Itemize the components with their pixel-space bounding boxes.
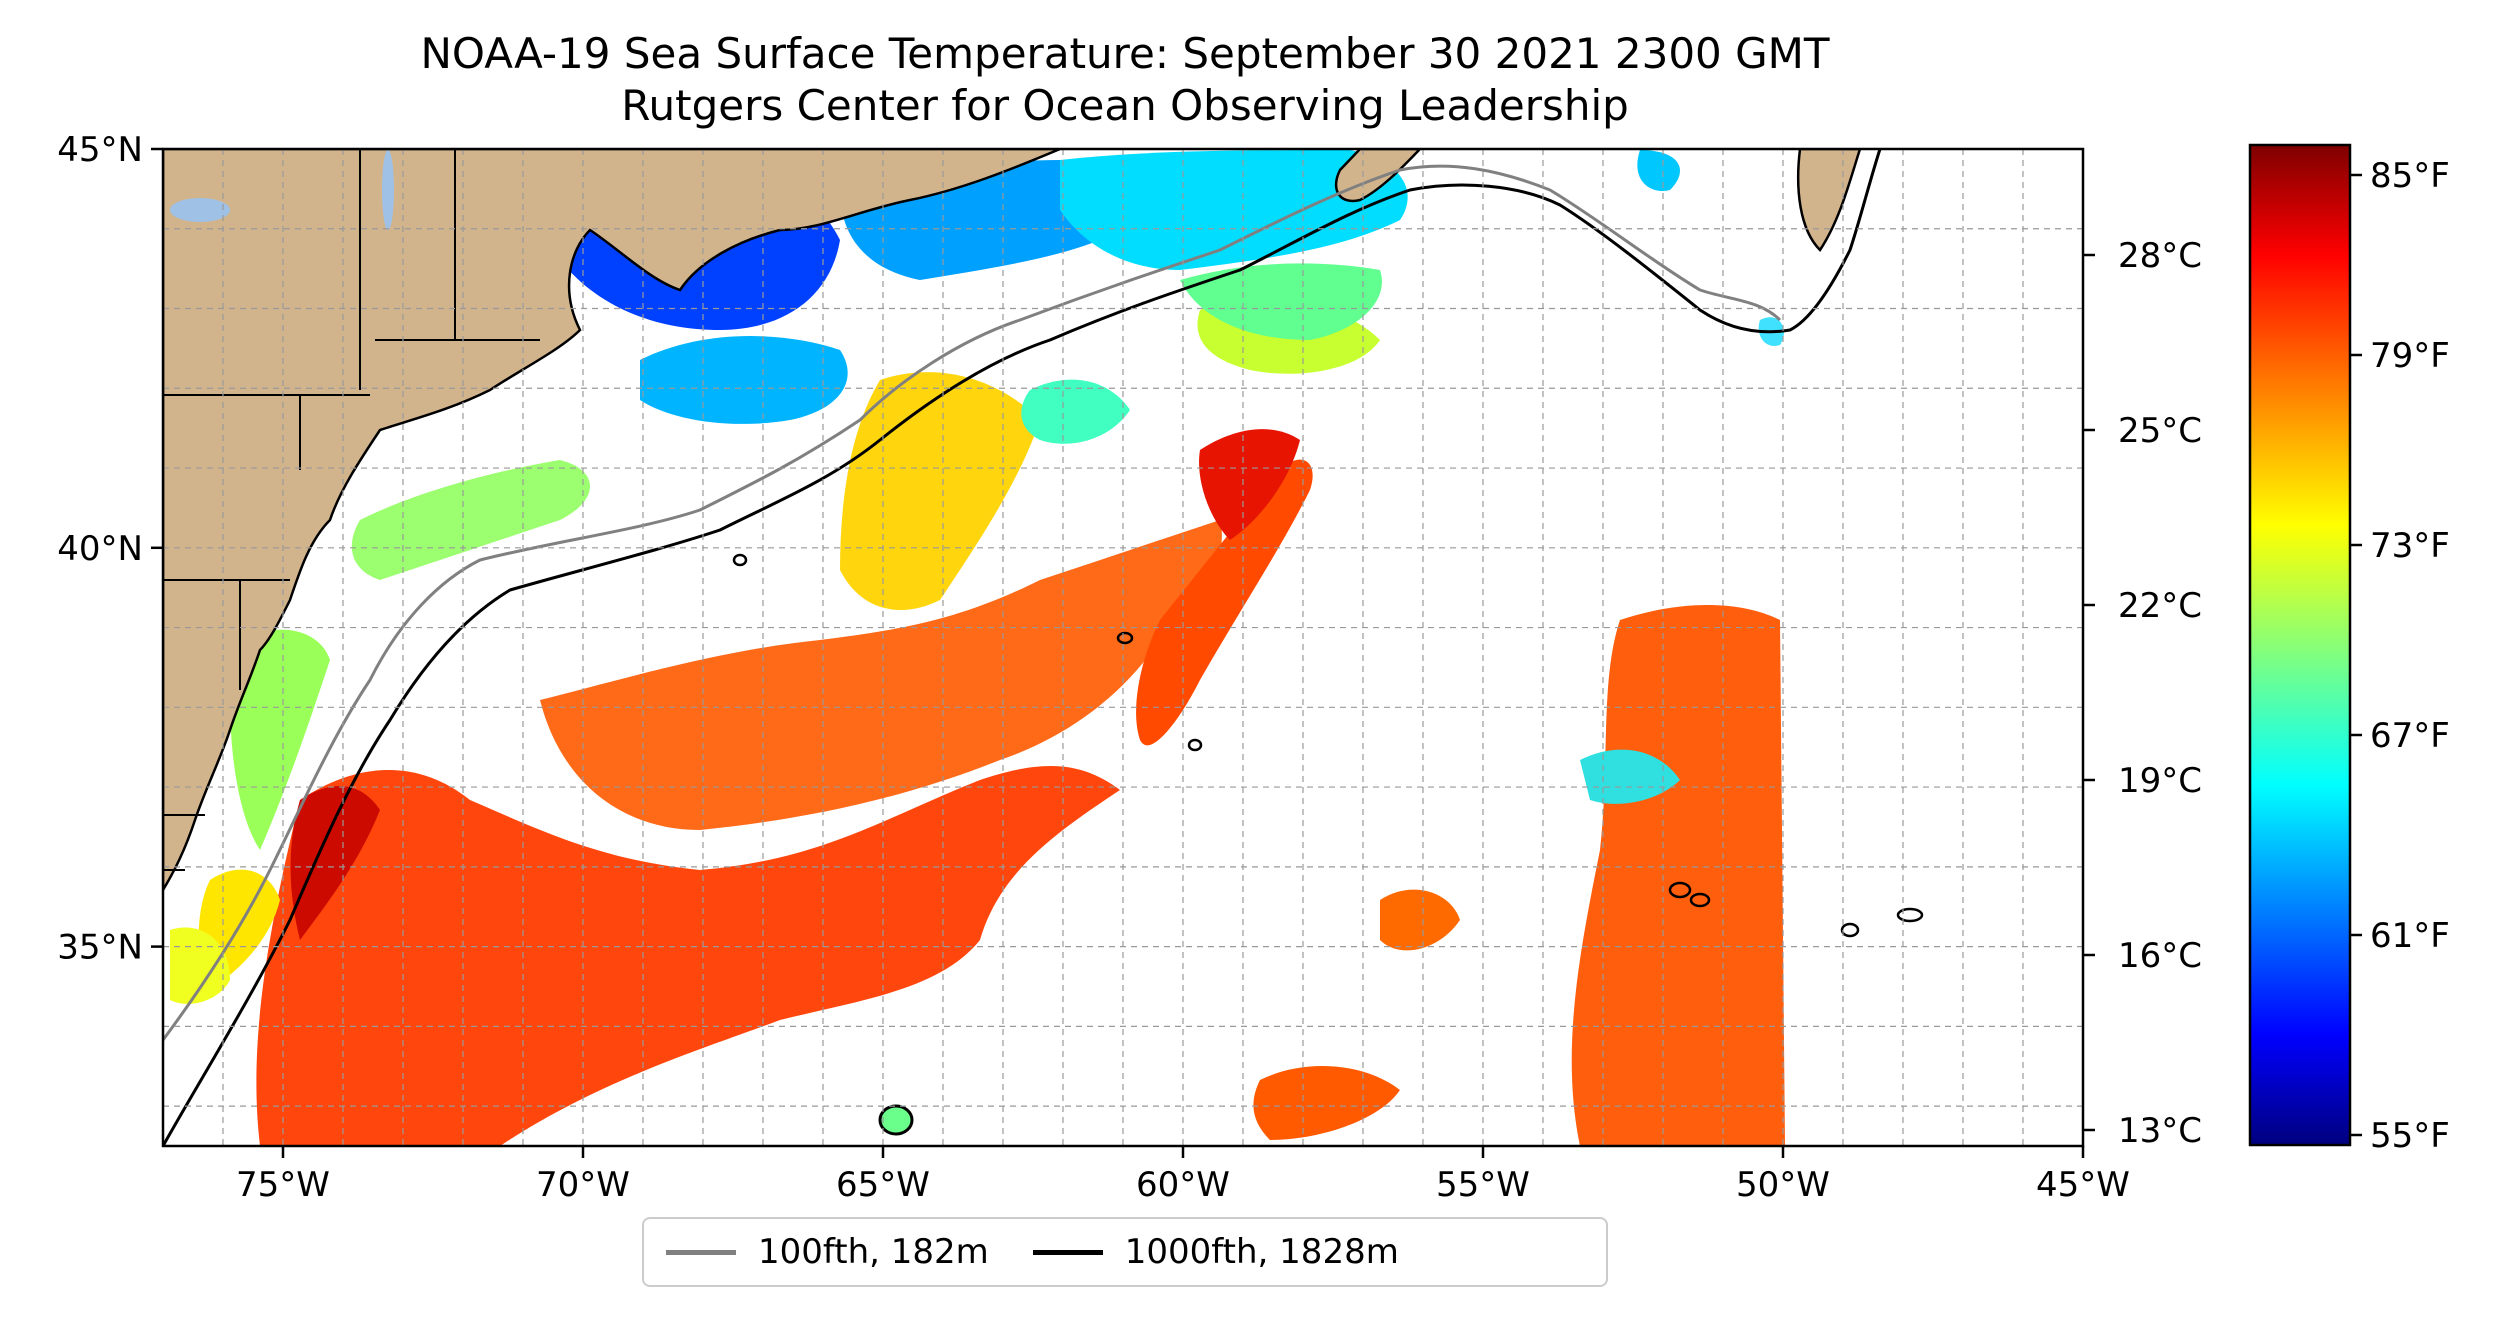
sst-green-coastal	[230, 629, 330, 850]
sst-cyan-far-ne	[1637, 150, 1680, 191]
x-tick-label: 60°W	[1136, 1165, 1230, 1205]
x-tick-label: 45°W	[2036, 1165, 2130, 1205]
colorbar-celsius-ticks: 28°C 25°C 22°C 19°C 16°C 13°C	[2083, 236, 2202, 1151]
cbar-f-label: 67°F	[2370, 716, 2450, 756]
land-newfoundland	[1796, 149, 1862, 252]
map-frame	[161, 147, 2085, 1148]
cbar-f-label: 79°F	[2370, 336, 2450, 376]
y-tick-label: 45°N	[57, 130, 143, 170]
x-tick-label: 65°W	[836, 1165, 930, 1205]
title-line-2: Rutgers Center for Ocean Observing Leade…	[621, 81, 1629, 130]
cbar-f-label: 85°F	[2370, 156, 2450, 196]
state-boundaries	[163, 149, 540, 871]
contour-seamount-6	[1187, 738, 1203, 752]
cbar-c-label: 25°C	[2118, 411, 2202, 451]
land-nova-scotia	[1334, 149, 1422, 203]
lake-ontario-edge	[170, 198, 230, 222]
cbar-f-label: 61°F	[2370, 916, 2450, 956]
colorbar-gradient	[2248, 143, 2352, 1147]
legend: 100fth, 182m 1000fth, 1828m	[642, 1217, 1608, 1287]
cbar-c-label: 16°C	[2118, 936, 2202, 976]
sst-imagery	[170, 150, 1785, 1146]
y-tick-label: 40°N	[57, 529, 143, 569]
colorbar-fahrenheit-ticks: 85°F 79°F 73°F 67°F 61°F 55°F	[2350, 156, 2450, 1156]
contour-bermuda	[878, 1104, 914, 1136]
contour-seamount-1	[1668, 881, 1692, 899]
title-line-1: NOAA-19 Sea Surface Temperature: Septemb…	[420, 29, 1830, 78]
cbar-f-label: 55°F	[2370, 1116, 2450, 1156]
x-tick-label: 50°W	[1736, 1165, 1830, 1205]
legend-label-1000fth: 1000fth, 1828m	[1124, 1232, 1399, 1272]
contour-100fth	[163, 164, 1782, 1041]
map-ticks: 75°W 70°W 65°W 60°W 55°W 50°W 45°W 45°N 40°N 35°N	[57, 130, 2130, 1205]
x-tick-label: 70°W	[536, 1165, 630, 1205]
sst-warm-gulf-stream	[256, 766, 1120, 1146]
x-tick-label: 55°W	[1436, 1165, 1530, 1205]
sst-warm-streaks	[1136, 459, 1313, 746]
sst-cyan-georges	[640, 336, 848, 424]
lake-champlain	[382, 150, 394, 230]
legend-item-1000fth: 1000fth, 1828m	[1032, 1232, 1399, 1272]
sst-warm-scatter-mid	[1380, 889, 1460, 951]
x-tick-label: 75°W	[236, 1165, 330, 1205]
sst-cyan-mid	[1021, 379, 1130, 444]
contour-seamount-7	[732, 553, 748, 567]
sst-green-shelf	[351, 460, 590, 580]
sst-green-scotian	[1180, 263, 1382, 340]
sst-cyan-east	[1580, 749, 1680, 804]
sst-warm-east	[1571, 605, 1785, 1146]
contour-seamount-2	[1689, 892, 1711, 908]
sst-deep-red-coast	[290, 786, 380, 940]
y-tick-label: 35°N	[57, 928, 143, 968]
sst-cyan-scotian	[1060, 150, 1408, 270]
legend-item-100fth: 100fth, 182m	[666, 1232, 989, 1272]
gridlines	[163, 149, 2083, 1146]
map-area	[163, 149, 2083, 1146]
legend-line-1000fth	[1032, 1249, 1103, 1255]
cbar-f-label: 73°F	[2370, 526, 2450, 566]
sst-warm-slope-1	[540, 520, 1222, 830]
sst-hot-patch	[1199, 429, 1300, 540]
contour-seamount-3	[1840, 922, 1860, 938]
legend-line-100fth	[666, 1249, 736, 1255]
legend-label-100fth: 100fth, 182m	[758, 1232, 989, 1272]
cbar-c-label: 19°C	[2118, 761, 2202, 801]
cbar-c-label: 13°C	[2118, 1111, 2202, 1151]
map-title: NOAA-19 Sea Surface Temperature: Septemb…	[0, 28, 2250, 132]
cbar-c-label: 28°C	[2118, 236, 2202, 276]
colorbar: 85°F 79°F 73°F 67°F 61°F 55°F 28°C 25°C 22°C 19°…	[2083, 143, 2450, 1156]
contour-seamount-5	[1116, 631, 1134, 645]
contour-seamount-4	[1896, 907, 1924, 923]
cbar-c-label: 22°C	[2118, 586, 2202, 626]
land-north-america	[163, 149, 1061, 893]
contour-1000fth	[163, 149, 1882, 1146]
